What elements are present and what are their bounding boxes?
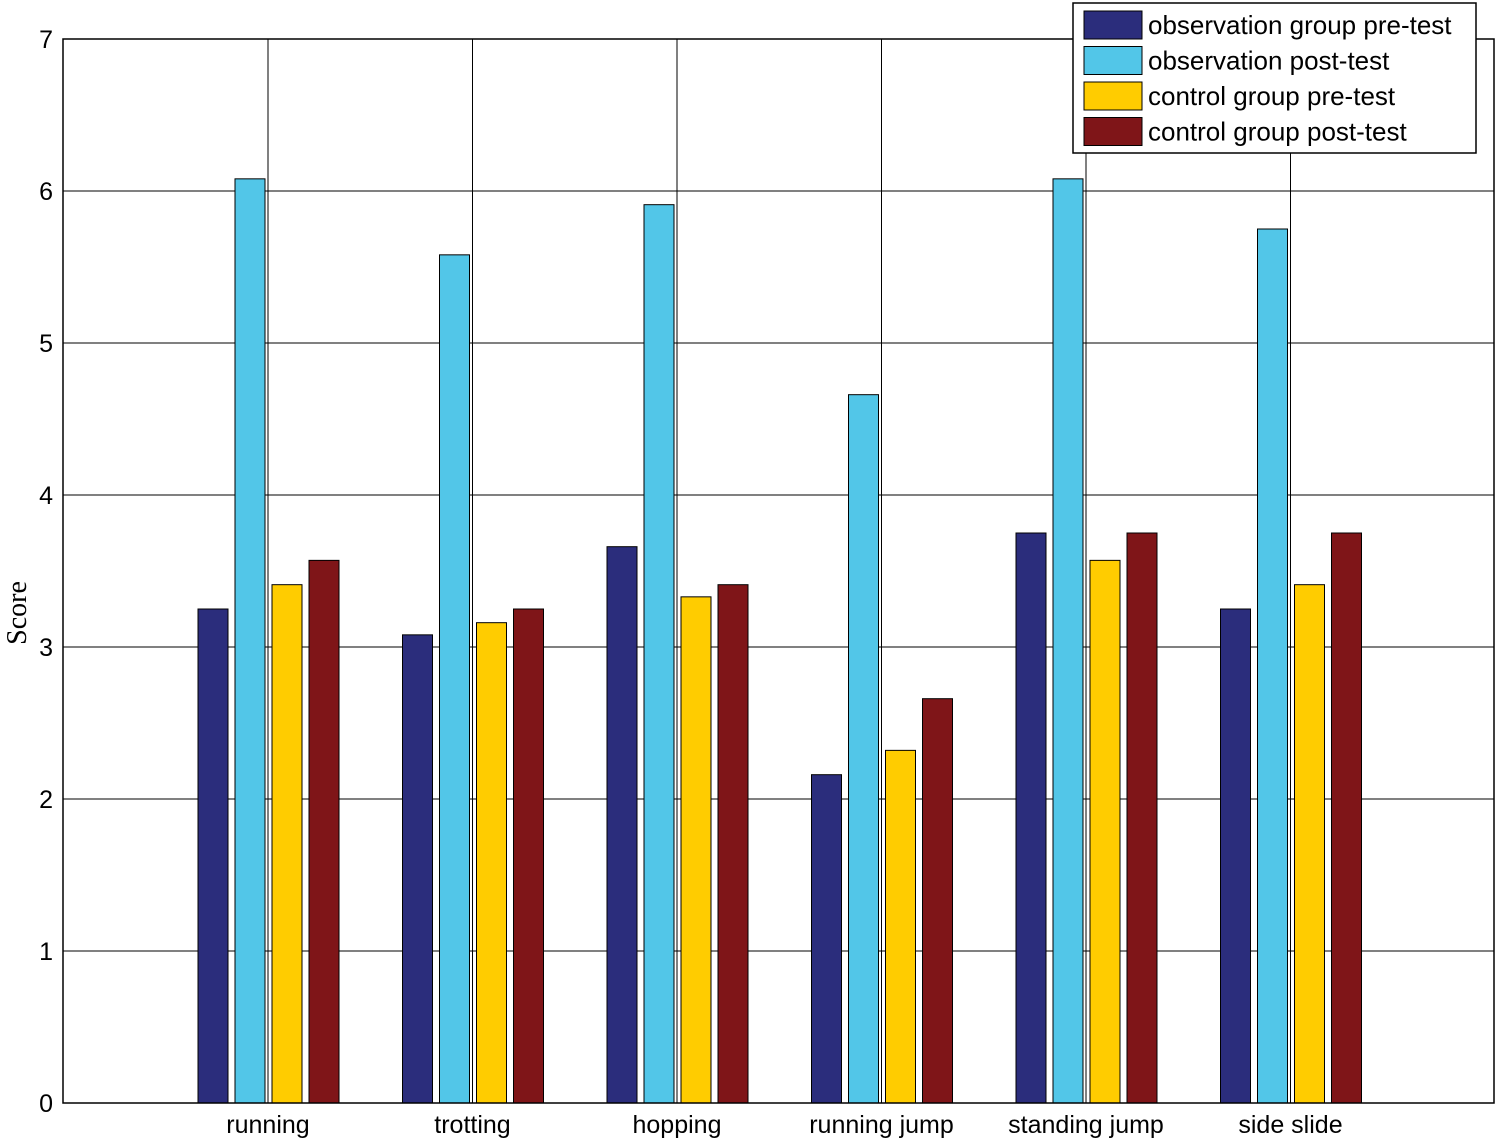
x-tick-label: standing jump <box>1008 1111 1164 1139</box>
bar-observation-post-test <box>848 394 879 1104</box>
bar-control-group-post-test <box>1331 532 1362 1104</box>
bar-control-group-post-test <box>1126 532 1158 1104</box>
x-tick-label: running jump <box>809 1111 954 1139</box>
axis-ticks: 0 1 2 3 4 5 6 7 running trotting hopping running ju… <box>39 26 1343 1139</box>
x-tick-label: side slide <box>1238 1111 1342 1139</box>
legend-label: control group pre-test <box>1148 81 1396 111</box>
bar-control-group-pre-test <box>476 622 507 1104</box>
bar-control-group-pre-test <box>271 584 303 1104</box>
bar-observation-group-pre-test <box>402 634 433 1104</box>
y-tick-label: 1 <box>39 938 53 966</box>
bar-control-group-post-test <box>513 608 544 1104</box>
bar-control-group-post-test <box>717 584 749 1104</box>
bar-observation-post-test <box>1257 228 1288 1104</box>
x-tick-label: trotting <box>434 1111 510 1139</box>
y-tick-label: 5 <box>39 330 53 358</box>
y-tick-label: 7 <box>39 26 53 54</box>
x-tick-label: hopping <box>633 1111 722 1139</box>
bar-observation-group-pre-test <box>606 546 638 1104</box>
bar-observation-post-test <box>643 204 675 1104</box>
legend-swatch <box>1083 46 1143 75</box>
legend-label: observation group pre-test <box>1148 10 1452 40</box>
bar-observation-post-test <box>439 254 470 1104</box>
legend-swatch <box>1083 117 1143 146</box>
legend: observation group pre-test observation po… <box>1072 2 1477 154</box>
bar-observation-group-pre-test <box>1015 532 1047 1104</box>
legend-swatch <box>1083 81 1143 111</box>
legend-label: control group post-test <box>1148 117 1407 147</box>
y-tick-label: 6 <box>39 178 53 206</box>
bar-observation-post-test <box>1052 178 1084 1104</box>
bar-control-group-post-test <box>308 559 340 1104</box>
plot-area-frame <box>62 38 1495 1104</box>
bar-observation-group-pre-test <box>1220 608 1251 1104</box>
bar-observation-post-test <box>234 178 266 1104</box>
bars <box>197 178 1362 1104</box>
bar-observation-group-pre-test <box>811 774 842 1104</box>
y-tick-label: 2 <box>39 786 53 814</box>
legend-label: observation post-test <box>1148 46 1390 76</box>
bar-observation-group-pre-test <box>197 608 229 1104</box>
bar-control-group-pre-test <box>885 749 916 1104</box>
y-tick-label: 4 <box>39 482 53 510</box>
bar-control-group-pre-test <box>680 596 712 1104</box>
bar-control-group-post-test <box>922 698 953 1104</box>
bar-control-group-pre-test <box>1294 584 1325 1104</box>
x-tick-label: running <box>226 1111 309 1139</box>
legend-swatch <box>1083 10 1143 40</box>
bar-control-group-pre-test <box>1089 559 1121 1104</box>
y-axis-label: Score <box>2 581 33 645</box>
y-tick-label: 0 <box>39 1090 53 1118</box>
y-tick-label: 3 <box>39 634 53 662</box>
